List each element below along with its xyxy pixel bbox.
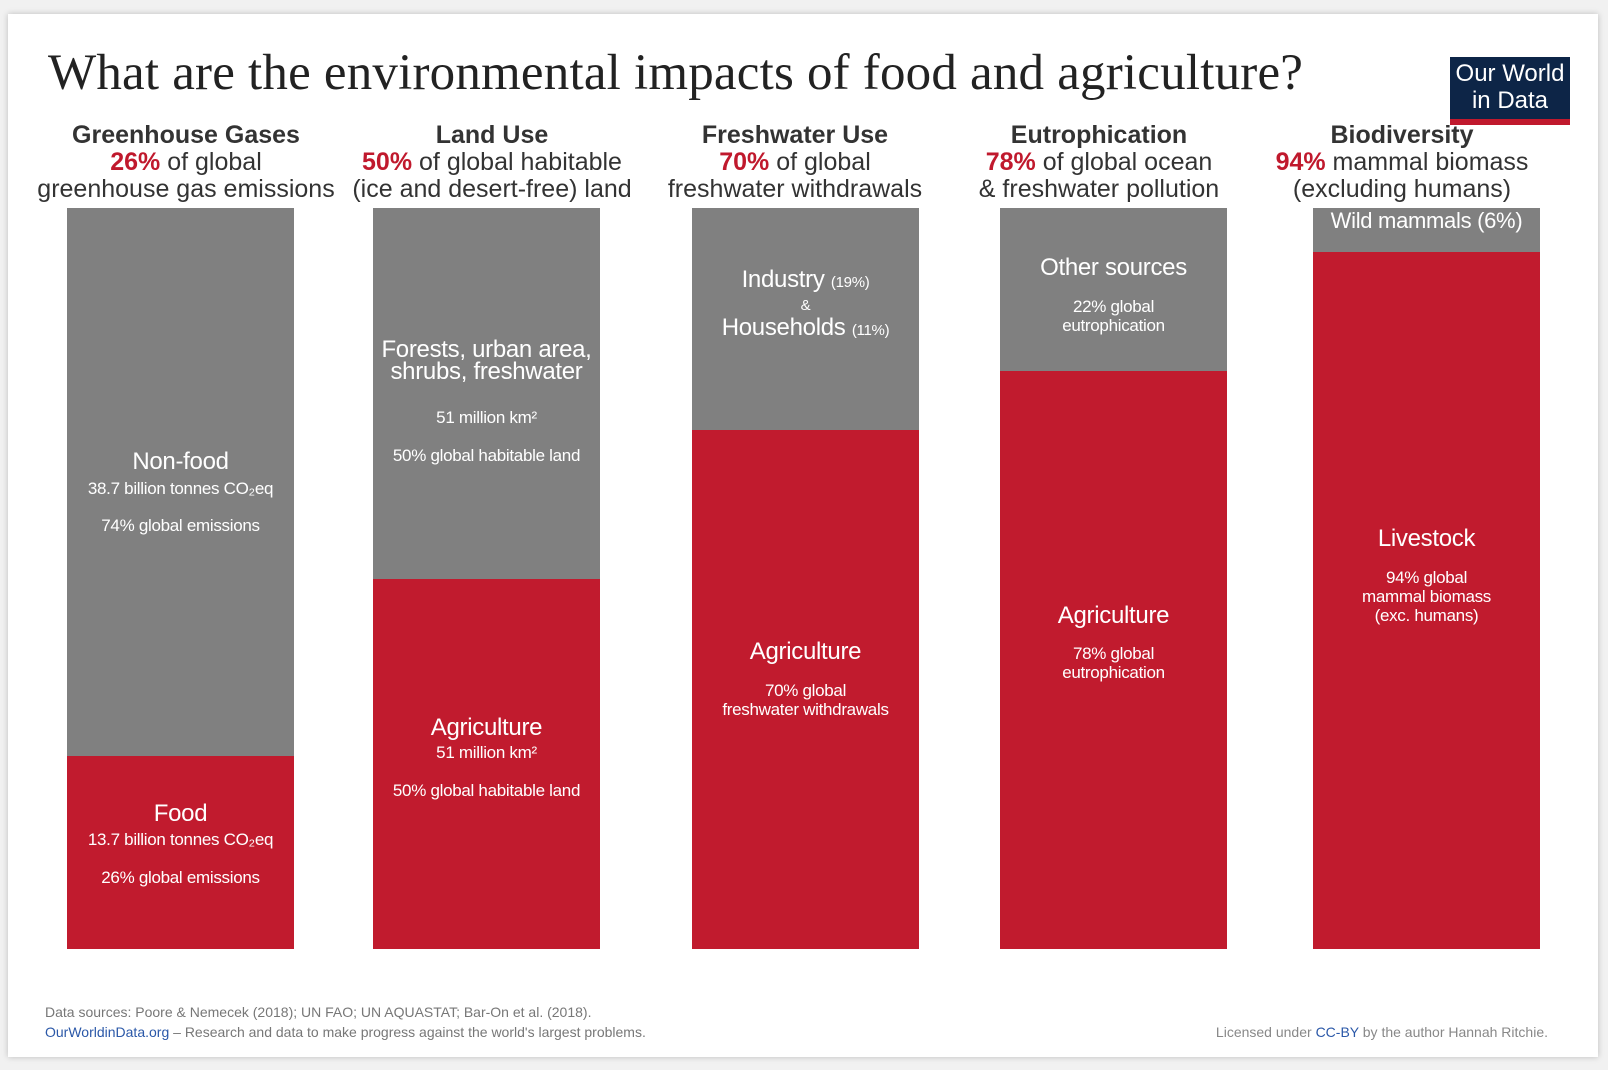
column-percentage: 50% bbox=[362, 148, 413, 176]
label-households-pct: (11%) bbox=[851, 322, 890, 339]
label-land-agriculture: Agriculture bbox=[430, 714, 543, 741]
license-suffix: by the author Hannah Ritchie. bbox=[1358, 1024, 1548, 1040]
label-industry-pct: (19%) bbox=[830, 274, 870, 291]
column-header-biodiversity: Biodiversity 94% mammal biomass (excludi… bbox=[1252, 122, 1552, 203]
label-households-title: Households bbox=[721, 314, 846, 341]
label-other-sources-desc: eutrophication bbox=[1062, 316, 1165, 335]
bar-land-use bbox=[373, 208, 600, 949]
data-sources: Data sources: Poore & Nemecek (2018); UN… bbox=[45, 1004, 592, 1020]
bar-freshwater-use bbox=[692, 208, 919, 949]
label-land-agriculture-share: 50% global habitable land bbox=[392, 781, 581, 800]
logo-line-1: Our World bbox=[1455, 60, 1565, 87]
label-food: Food bbox=[153, 800, 208, 827]
column-name: Eutrophication bbox=[1010, 121, 1188, 149]
logo-line-2: in Data bbox=[1471, 87, 1549, 114]
label-livestock-share: 94% global bbox=[1385, 568, 1468, 587]
bar-segment-livestock bbox=[1313, 252, 1540, 949]
column-subtitle-2: & freshwater pollution bbox=[978, 175, 1220, 203]
label-water-agriculture-desc: freshwater withdrawals bbox=[722, 700, 889, 719]
column-percentage: 70% bbox=[719, 148, 770, 176]
column-header-freshwater-use: Freshwater Use 70% of global freshwater … bbox=[645, 122, 945, 203]
label-non-food-amount: 38.7 billion tonnes CO₂eq bbox=[87, 479, 274, 498]
license-prefix: Licensed under bbox=[1215, 1024, 1316, 1040]
bar-biodiversity bbox=[1313, 208, 1540, 949]
bar-segment-other-sources bbox=[1000, 208, 1227, 372]
label-industry-title: Industry bbox=[741, 266, 825, 293]
column-subtitle-1: of global ocean bbox=[1035, 148, 1213, 176]
label-non-food-share: 74% global emissions bbox=[101, 516, 260, 535]
column-subtitle-1: of global bbox=[160, 148, 262, 176]
label-eutro-agriculture-desc: eutrophication bbox=[1062, 663, 1165, 682]
bar-segment-agriculture bbox=[692, 430, 919, 949]
label-other-sources: Other sources bbox=[1040, 254, 1187, 281]
label-forests-line-2: shrubs, freshwater bbox=[390, 358, 583, 385]
column-name: Land Use bbox=[435, 121, 549, 149]
label-eutro-agriculture: Agriculture bbox=[1057, 602, 1170, 629]
site-link[interactable]: OurWorldinData.org bbox=[45, 1024, 170, 1040]
bar-segment-industry-households bbox=[692, 208, 919, 431]
label-ampersand: & bbox=[800, 297, 811, 314]
bar-segment-forests-urban bbox=[373, 208, 600, 579]
column-name: Greenhouse Gases bbox=[72, 121, 300, 149]
column-subtitle-1: of global habitable bbox=[412, 148, 622, 176]
chart-title: What are the environmental impacts of fo… bbox=[48, 45, 1304, 101]
label-other-sources-share: 22% global bbox=[1072, 297, 1155, 316]
column-subtitle-1: mammal biomass bbox=[1325, 148, 1529, 176]
column-subtitle-2: (ice and desert-free) land bbox=[352, 175, 632, 203]
label-livestock-note: (exc. humans) bbox=[1374, 606, 1479, 625]
column-percentage: 78% bbox=[985, 148, 1036, 176]
label-forests-line-1: Forests, urban area, bbox=[381, 336, 592, 363]
label-eutro-agriculture-share: 78% global bbox=[1072, 644, 1155, 663]
label-forests-area: 51 million km² bbox=[436, 408, 537, 427]
label-food-share: 26% global emissions bbox=[101, 868, 260, 887]
label-food-amount: 13.7 billion tonnes CO₂eq bbox=[87, 830, 274, 849]
column-header-land-use: Land Use 50% of global habitable (ice an… bbox=[342, 122, 642, 203]
column-header-eutrophication: Eutrophication 78% of global ocean & fre… bbox=[949, 122, 1249, 203]
owid-logo[interactable]: Our World in Data bbox=[1450, 57, 1570, 125]
label-industry: Industry (19%) bbox=[692, 266, 919, 294]
site-tagline: – Research and data to make progress aga… bbox=[169, 1024, 646, 1040]
bar-segment-non-food bbox=[67, 208, 294, 757]
column-name: Biodiversity bbox=[1330, 121, 1474, 149]
column-name: Freshwater Use bbox=[701, 121, 889, 149]
bar-segment-agriculture bbox=[1000, 371, 1227, 949]
column-subtitle-2: greenhouse gas emissions bbox=[37, 175, 335, 203]
label-land-agriculture-area: 51 million km² bbox=[436, 743, 537, 762]
footer-tagline: OurWorldinData.org – Research and data t… bbox=[45, 1024, 646, 1040]
label-water-agriculture: Agriculture bbox=[749, 638, 862, 665]
chart-card: What are the environmental impacts of fo… bbox=[8, 14, 1598, 1057]
column-subtitle-2: freshwater withdrawals bbox=[667, 175, 923, 203]
license-link[interactable]: CC-BY bbox=[1315, 1024, 1359, 1040]
bar-segment-food bbox=[67, 756, 294, 949]
license: Licensed under CC-BY by the author Hanna… bbox=[1216, 1024, 1548, 1040]
label-households: Households (11%) bbox=[692, 314, 919, 342]
label-livestock-desc: mammal biomass bbox=[1362, 587, 1491, 606]
column-subtitle-1: of global bbox=[769, 148, 871, 176]
column-percentage: 26% bbox=[110, 148, 161, 176]
label-non-food: Non-food bbox=[132, 448, 229, 475]
column-percentage: 94% bbox=[1275, 148, 1326, 176]
column-header-greenhouse-gases: Greenhouse Gases 26% of global greenhous… bbox=[36, 122, 336, 203]
column-subtitle-2: (excluding humans) bbox=[1292, 175, 1512, 203]
label-livestock: Livestock bbox=[1377, 525, 1476, 552]
bar-greenhouse-gases bbox=[67, 208, 294, 949]
label-wild-mammals: Wild mammals (6%) bbox=[1330, 208, 1523, 233]
bar-segment-wild-mammals bbox=[1313, 208, 1540, 253]
bar-eutrophication bbox=[1000, 208, 1227, 949]
label-forests-share: 50% global habitable land bbox=[392, 446, 581, 465]
bar-segment-agriculture bbox=[373, 578, 600, 949]
label-water-agriculture-share: 70% global bbox=[764, 681, 847, 700]
